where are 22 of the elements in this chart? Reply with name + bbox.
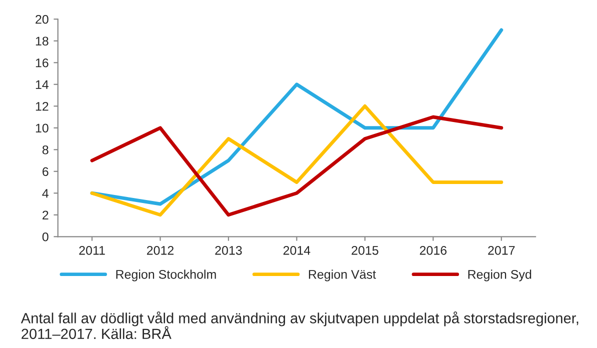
x-tick-label: 2011: [79, 246, 105, 255]
y-tick-label: 4: [42, 189, 49, 198]
y-tick-label: 10: [36, 124, 48, 133]
y-tick-label: 18: [36, 36, 48, 46]
legend-label: Region Syd: [468, 270, 532, 282]
x-tick-label: 2017: [488, 246, 515, 255]
y-tick-label: 20: [36, 14, 48, 24]
x-tick-label: 2012: [146, 246, 174, 255]
x-tick-label: 2016: [420, 246, 447, 255]
text: Antal fall av dödligt våld med användning av skjutvapen uppdelat på storstadsregioner, 2011–2017. Källa: BRÅ: [20, 311, 578, 340]
y-tick-label: 2: [42, 210, 48, 220]
y-tick-label: 8: [42, 145, 48, 154]
y-tick-label: 6: [42, 167, 48, 176]
legend-label: Region Stockholm: [116, 270, 216, 282]
y-tick-label: 0: [42, 232, 48, 242]
x-tick-label: 2015: [352, 246, 378, 255]
y-tick-label: 12: [36, 102, 48, 111]
y-tick-label: 14: [36, 80, 49, 89]
x-tick-label: 2014: [283, 246, 310, 255]
x-tick-label: 2013: [215, 246, 242, 255]
legend-label: Region Väst: [308, 270, 376, 282]
y-tick-label: 16: [36, 58, 48, 68]
